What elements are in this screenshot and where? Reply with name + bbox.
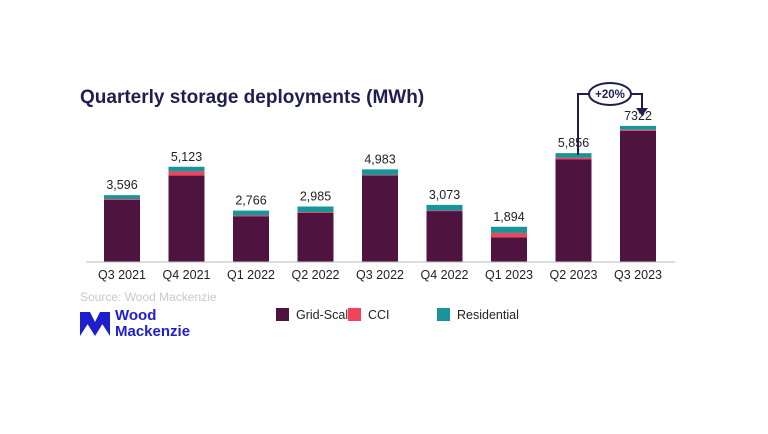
x-tick-q1-2022: Q1 2022 (227, 268, 275, 282)
logo-text-line2: Mackenzie (115, 323, 190, 340)
legend-label-residential: Residential (457, 308, 519, 322)
wood-mackenzie-logo: Wood Mackenzie (80, 307, 190, 340)
total-label-q4-2021: 5,123 (171, 150, 202, 164)
data-labels: 3,596 5,123 2,766 2,985 4,983 3,073 1,894 5,856… (106, 109, 652, 224)
callout-arrow-head (636, 108, 648, 116)
logo-text-line1: Wood (115, 307, 156, 324)
bar-cci-q1-2023 (491, 232, 527, 238)
total-label-q2-2022: 2,985 (300, 190, 331, 204)
total-label-q3-2022: 4,983 (364, 152, 395, 166)
x-tick-q3-2022: Q3 2022 (356, 268, 404, 282)
bar-grid-scale-q4-2021 (168, 175, 205, 262)
x-tick-q2-2022: Q2 2022 (292, 268, 340, 282)
bar-grid-scale-q2-2023 (555, 159, 592, 262)
bar-grid-scale-q1-2023 (491, 237, 527, 262)
x-tick-q3-2021: Q3 2021 (98, 268, 146, 282)
bar-residential-q2-2022 (297, 206, 334, 212)
bar-residential-q1-2023 (491, 226, 527, 233)
x-tick-q2-2023: Q2 2023 (550, 268, 598, 282)
callout-label: +20% (595, 89, 625, 101)
bar-grid-scale-q4-2022 (426, 211, 463, 262)
bar-grid-scale-q3-2022 (362, 175, 398, 262)
legend: Grid-Scale CCI Residential (276, 308, 519, 322)
bar-grid-scale-q2-2022 (297, 212, 334, 262)
bar-grid-scale-q3-2021 (104, 199, 140, 262)
bar-residential-q4-2022 (426, 204, 463, 211)
x-tick-q4-2021: Q4 2021 (163, 268, 211, 282)
callout-arrow-right (630, 93, 643, 110)
total-label-q4-2022: 3,073 (429, 188, 460, 202)
total-label-q3-2021: 3,596 (106, 178, 137, 192)
bar-grid-scale-q1-2022 (233, 216, 269, 262)
bar-cci-q3-2022 (362, 174, 398, 176)
bar-residential-q1-2022 (233, 210, 269, 216)
bar-cci-q3-2021 (104, 198, 140, 200)
growth-callout: +20% (577, 82, 648, 155)
legend-swatch-cci (348, 308, 361, 321)
bar-cci-q4-2022 (426, 210, 463, 212)
bar-cci-q2-2022 (297, 211, 334, 213)
bar-cci-q2-2023 (555, 157, 592, 160)
legend-swatch-grid-scale (276, 308, 289, 321)
total-label-q2-2023: 5,856 (558, 136, 589, 150)
bar-cci-q1-2022 (233, 215, 269, 217)
bar-residential-q3-2021 (104, 195, 140, 199)
logo-mark-icon (80, 312, 110, 336)
bar-residential-q3-2023 (620, 125, 656, 130)
x-tick-q3-2023: Q3 2023 (614, 268, 662, 282)
bar-residential-q3-2022 (362, 169, 398, 175)
bar-cci-q3-2023 (620, 129, 656, 131)
callout-bubble (588, 82, 632, 106)
bar-grid-scale-q3-2023 (620, 130, 656, 262)
total-label-q3-2023: 7322 (624, 109, 652, 123)
total-label-q1-2023: 1,894 (493, 210, 524, 224)
chart-title: Quarterly storage deployments (MWh) (80, 87, 424, 108)
bar-residential-q4-2021 (168, 166, 205, 172)
x-tick-labels: Q3 2021 Q4 2021 Q1 2022 Q2 2022 Q3 2022 Q4 20… (98, 268, 662, 282)
x-tick-q1-2023: Q1 2023 (485, 268, 533, 282)
bars-group (104, 125, 656, 262)
total-label-q1-2022: 2,766 (235, 194, 266, 208)
x-tick-q4-2022: Q4 2022 (421, 268, 469, 282)
legend-label-grid-scale: Grid-Scale (296, 308, 355, 322)
bar-cci-q4-2021 (168, 171, 205, 176)
bar-residential-q2-2023 (555, 153, 592, 158)
legend-label-cci: CCI (368, 308, 390, 322)
legend-swatch-residential (437, 308, 450, 321)
source-note: Source: Wood Mackenzie (80, 290, 217, 304)
